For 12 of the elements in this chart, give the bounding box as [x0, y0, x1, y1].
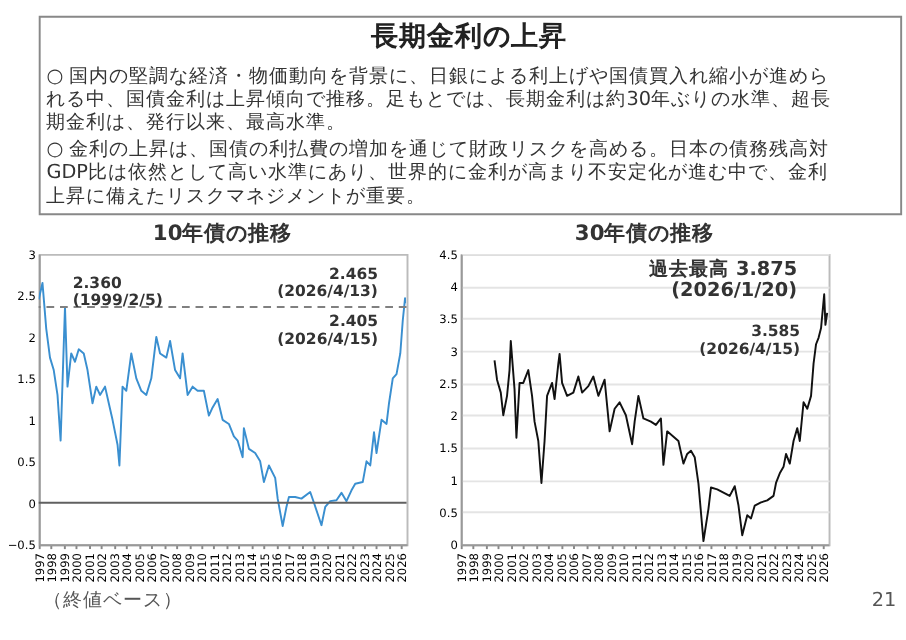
text: 21 [871, 590, 897, 613]
text: （終値ベース） [42, 588, 183, 613]
annotation: 2.465 (2026/4/13) [277, 264, 378, 301]
text: 長期金利の上昇 [369, 20, 568, 53]
annotation: 2.405 (2026/4/15) [277, 312, 379, 348]
text: ○ 国内の堅調な経済・物価動向を背景に、日銀による利上げや国債買入れ縮小が進められる中、国債金利は上昇傾向で推移。足もとでは、長期金利は約30年ぶりの水準、超長期金利は、発行以来、最高水準。 [46, 63, 832, 135]
text: ○ 金利の上昇は、国債の利払費の増加を通じて財政リスクを高める。日本の債務残高対GDP比は依然として高い水準にあり、世界的に金利が高まり不安定化が進む中で、金利上昇に備えたリスクマネジメントが重要。 [46, 137, 830, 208]
annotation: 2.360 (1999/2/5) [72, 273, 163, 310]
chart-title: 30年債の推移 [574, 220, 715, 247]
annotation: 3.585 (2026/4/15) [699, 322, 801, 358]
chart-title: 10年債の推移 [152, 220, 293, 247]
annotation: 過去最高 3.875 (2026/1/20) [647, 256, 798, 303]
